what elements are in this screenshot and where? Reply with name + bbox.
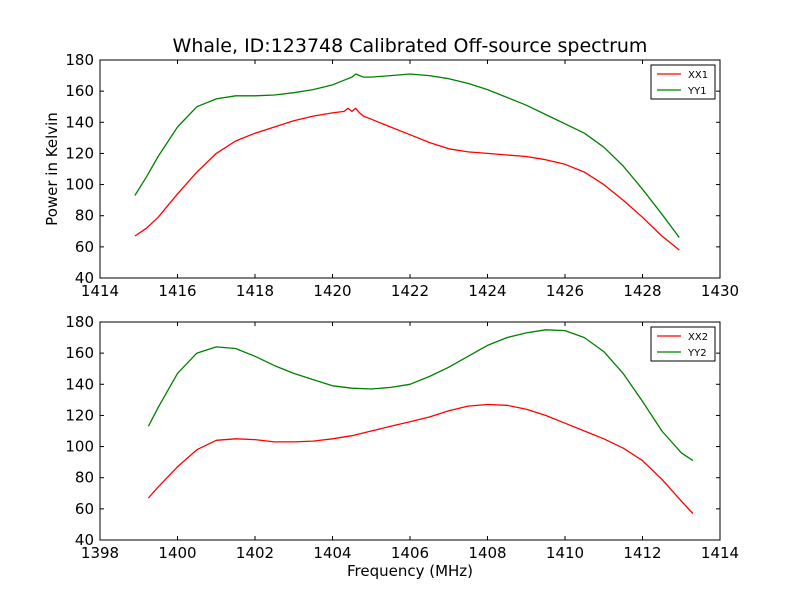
x-tick-label: 1414 [701, 544, 739, 562]
x-tick-label: 1428 [623, 282, 661, 300]
y-tick-label: 80 [75, 207, 94, 225]
x-tick-label: 1416 [158, 282, 196, 300]
top-axes: 1414 1416 1418 1420 1422 1424 1426 1428 1430 40 60… [43, 51, 739, 300]
x-tick-label: 1430 [701, 282, 739, 300]
axes-frame [99, 59, 721, 279]
x-tick-label: 1402 [236, 544, 274, 562]
y-tick-label: 160 [65, 344, 94, 362]
series-line-yy2 [147, 329, 694, 462]
x-axis-label: Frequency (MHz) [347, 562, 473, 580]
series-line-xx2 [147, 403, 694, 514]
x-tick-label: 1418 [236, 282, 274, 300]
legend-box [650, 326, 716, 362]
legend-label-xx1: XX1 [688, 70, 708, 81]
x-tick-label: 1414 [81, 282, 119, 300]
y-tick-label: 60 [75, 238, 94, 256]
y-tick-label: 120 [65, 144, 94, 162]
y-tick-label: 160 [65, 82, 94, 100]
x-tick-label: 1424 [468, 282, 506, 300]
y-tick-label: 120 [65, 406, 94, 424]
legend-box [650, 64, 716, 100]
x-tick-label: 1408 [468, 544, 506, 562]
y-tick-label: 140 [65, 113, 94, 131]
legend-label-yy1: YY1 [687, 86, 707, 97]
y-tick-label: 100 [65, 176, 94, 194]
x-tick-label: 1410 [546, 544, 584, 562]
legend-label-yy2: YY2 [687, 348, 707, 359]
x-tick-label: 1426 [546, 282, 584, 300]
y-tick-label: 100 [65, 438, 94, 456]
x-tick-label: 1400 [158, 544, 196, 562]
chart-title: Whale, ID:123748 Calibrated Off-source s… [173, 35, 648, 57]
legend-label-xx2: XX2 [688, 332, 708, 343]
x-tick-label: 1420 [313, 282, 351, 300]
x-tick-label: 1422 [391, 282, 429, 300]
y-tick-label: 180 [65, 51, 94, 69]
x-tick-label: 1404 [313, 544, 351, 562]
y-tick-label: 40 [75, 531, 94, 549]
y-tick-label: 60 [75, 500, 94, 518]
y-tick-label: 80 [75, 469, 94, 487]
y-tick-label: 140 [65, 375, 94, 393]
y-tick-label: 40 [75, 269, 94, 287]
x-tick-label: 1398 [81, 544, 119, 562]
series-line-xx1 [134, 107, 680, 251]
x-tick-label: 1412 [623, 544, 661, 562]
series-line-yy1 [134, 73, 680, 238]
y-tick-label: 180 [65, 313, 94, 331]
bottom-axes: 1398 1400 1402 1404 1406 1408 1410 1412 1414 40 60… [65, 313, 739, 580]
axes-frame [99, 321, 721, 541]
y-axis-label: Power in Kelvin [43, 112, 61, 226]
x-tick-label: 1406 [391, 544, 429, 562]
